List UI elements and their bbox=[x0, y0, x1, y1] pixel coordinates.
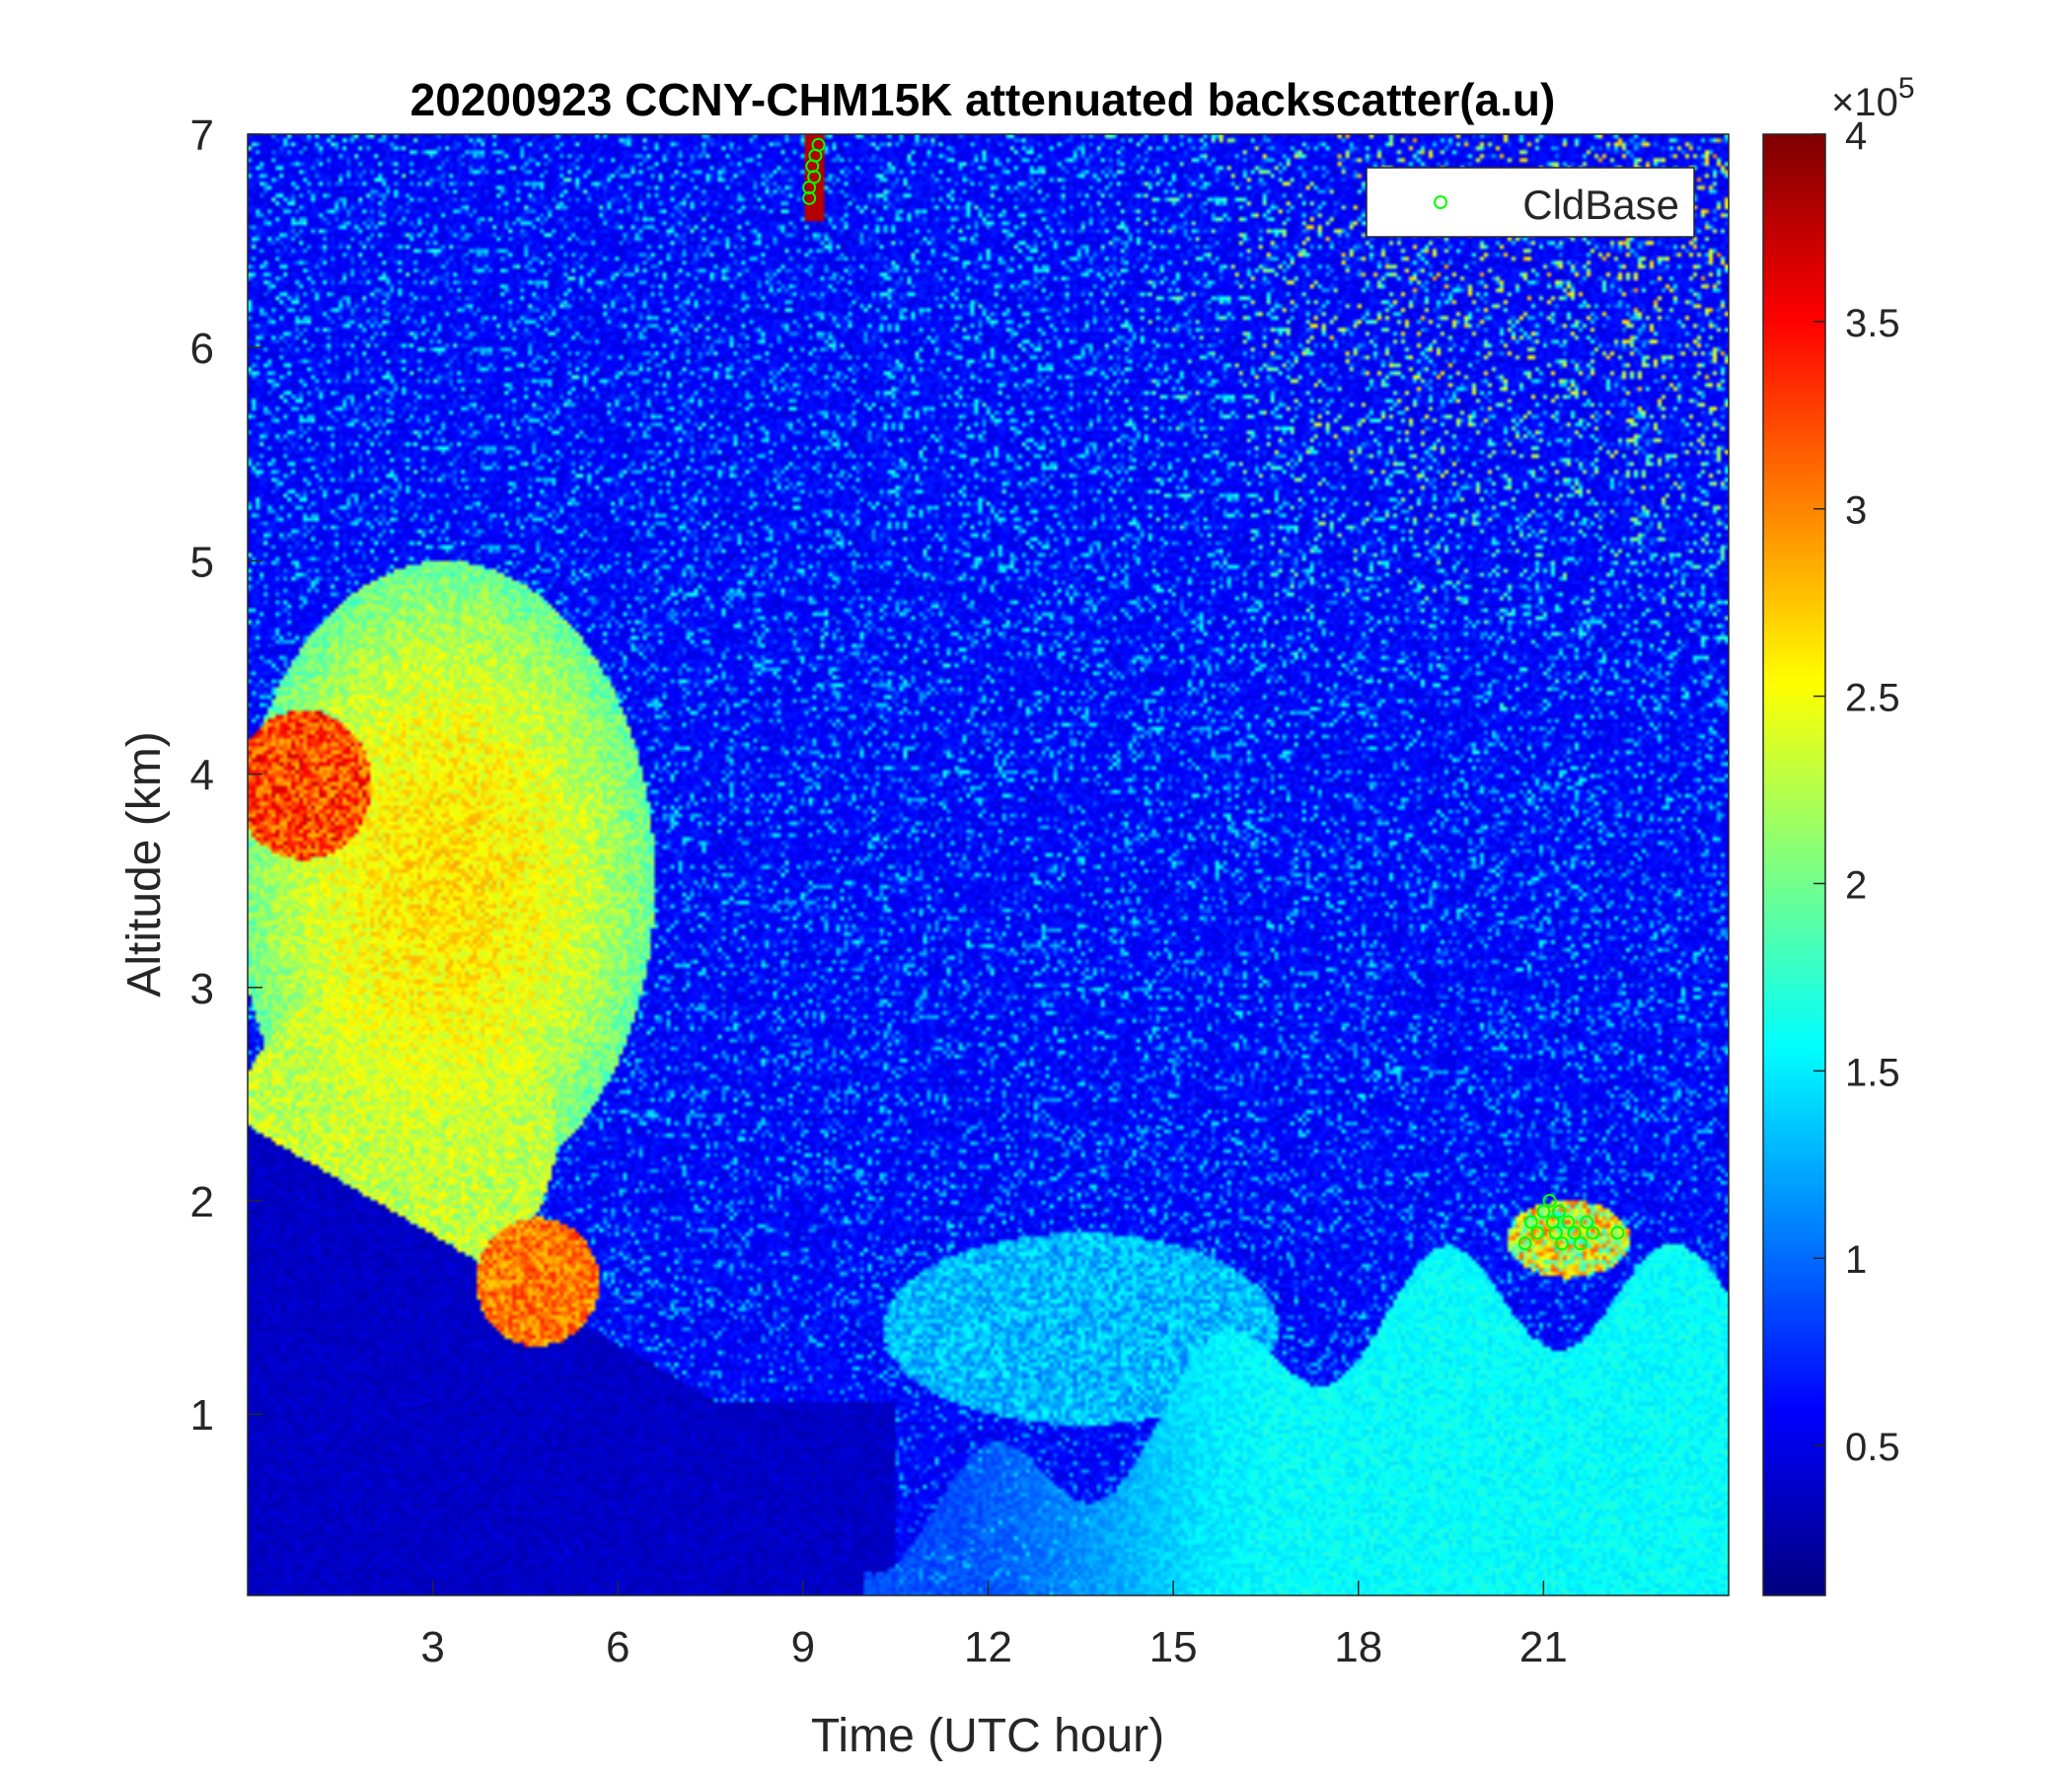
y-tick-label: 5 bbox=[190, 538, 214, 586]
y-axis-label: Altitude (km) bbox=[118, 731, 171, 997]
heatmap-plot-area bbox=[247, 133, 1730, 1596]
colorbar-tick-label: 2 bbox=[1845, 863, 1867, 907]
cldbase-point bbox=[811, 137, 826, 152]
cldbase-point bbox=[1573, 1236, 1588, 1251]
colorbar: 0.5 1 1.5 2 2.5 3 3.5 4 ×105 bbox=[1762, 72, 1915, 1596]
cldbase-point bbox=[1523, 1215, 1538, 1229]
cldbase-point bbox=[1561, 1215, 1576, 1229]
x-axis-label: Time (UTC hour) bbox=[811, 1710, 1164, 1762]
cldbase-point bbox=[1586, 1225, 1600, 1240]
cldbase-point bbox=[1542, 1194, 1557, 1209]
cldbase-point bbox=[1580, 1215, 1594, 1229]
x-tick-label: 21 bbox=[1519, 1623, 1568, 1671]
x-axis: 3 6 9 12 15 18 21 bbox=[420, 1581, 1568, 1671]
colorbar-frame bbox=[1762, 133, 1826, 1596]
x-tick-label: 3 bbox=[420, 1623, 444, 1671]
y-tick-label: 3 bbox=[190, 965, 214, 1013]
x-tick-label: 15 bbox=[1149, 1623, 1198, 1671]
colorbar-exponent: ×105 bbox=[1831, 72, 1915, 124]
cldbase-point bbox=[1567, 1225, 1582, 1240]
colorbar-tick-label: 1 bbox=[1845, 1238, 1867, 1282]
colorbar-tick-label: 2.5 bbox=[1845, 677, 1900, 720]
chart-title: 20200923 CCNY-CHM15K attenuated backscat… bbox=[410, 74, 1556, 125]
cldbase-point bbox=[807, 170, 822, 185]
y-tick-label: 1 bbox=[190, 1391, 214, 1440]
y-tick-label: 2 bbox=[190, 1178, 214, 1226]
colorbar-tick-label: 1.5 bbox=[1845, 1051, 1900, 1094]
legend: CldBase bbox=[1366, 167, 1695, 238]
cldbase-point bbox=[1555, 1236, 1570, 1251]
colorbar-ticks: 0.5 1 1.5 2 2.5 3 3.5 4 bbox=[1813, 114, 1900, 1469]
cldbase-point bbox=[1552, 1204, 1567, 1219]
y-tick-label: 6 bbox=[190, 325, 214, 373]
colorbar-image bbox=[1763, 134, 1825, 1595]
heatmap-image bbox=[248, 134, 1729, 1595]
y-tick-label: 7 bbox=[190, 111, 214, 160]
colorbar-tick-label: 3 bbox=[1845, 489, 1867, 533]
cldbase-point bbox=[1536, 1204, 1551, 1219]
y-axis: 1 2 3 4 5 6 7 bbox=[190, 111, 262, 1440]
legend-marker-cldbase bbox=[1434, 195, 1447, 209]
x-tick-label: 9 bbox=[791, 1623, 815, 1671]
cldbase-point bbox=[1530, 1225, 1545, 1240]
colorbar-tick-label: 3.5 bbox=[1845, 302, 1900, 345]
cldbase-point bbox=[802, 190, 817, 205]
colorbar-tick-label: 0.5 bbox=[1845, 1426, 1900, 1469]
cldbase-point bbox=[1610, 1225, 1625, 1240]
legend-box bbox=[1366, 167, 1695, 238]
cldbase-point bbox=[1517, 1236, 1532, 1251]
x-tick-label: 6 bbox=[606, 1623, 629, 1671]
x-tick-label: 18 bbox=[1334, 1623, 1382, 1671]
cldbase-markers bbox=[802, 137, 1625, 1251]
y-tick-label: 4 bbox=[190, 752, 214, 800]
x-tick-label: 12 bbox=[964, 1623, 1012, 1671]
cldbase-point bbox=[1548, 1225, 1563, 1240]
legend-label-cldbase: CldBase bbox=[1522, 182, 1679, 228]
colorbar-tick-label: 4 bbox=[1845, 114, 1867, 158]
